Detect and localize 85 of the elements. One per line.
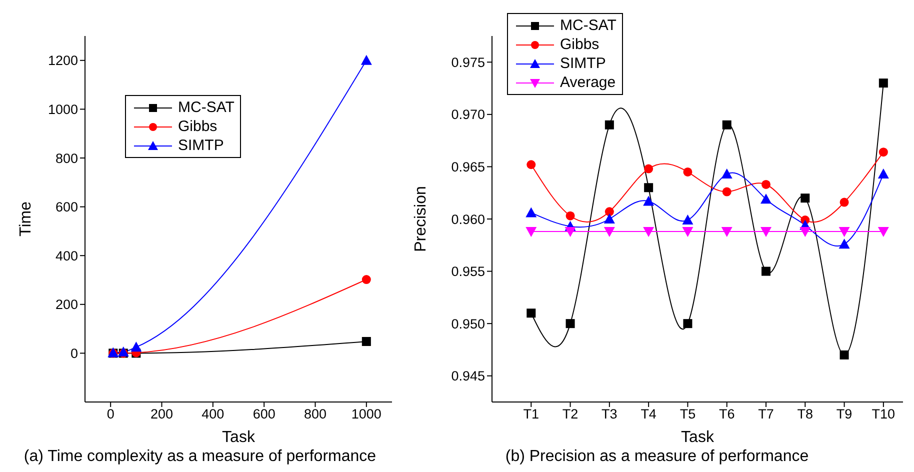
- x-tick-label: 400: [202, 406, 224, 422]
- point: [878, 148, 888, 157]
- point: [840, 198, 849, 207]
- point: [604, 207, 614, 216]
- point: [644, 183, 654, 192]
- point: [683, 319, 692, 328]
- point: [564, 227, 576, 238]
- x-tick-label: 600: [252, 406, 276, 422]
- x-axis-title: Task: [681, 429, 715, 446]
- point: [878, 227, 889, 238]
- point: [362, 275, 371, 284]
- y-tick-label: 0.960: [451, 212, 485, 227]
- legend-label: MC-SAT: [178, 99, 234, 116]
- y-tick-label: 1200: [48, 53, 78, 68]
- point: [838, 238, 850, 249]
- y-tick-label: 0.970: [451, 107, 485, 122]
- y-tick-label: 0.965: [451, 160, 485, 175]
- y-tick-label: 800: [55, 150, 78, 166]
- point: [682, 227, 694, 238]
- x-axis-title: Task: [222, 429, 256, 446]
- x-tick-label: 200: [150, 406, 174, 422]
- point: [643, 227, 654, 238]
- point: [604, 120, 614, 130]
- point: [840, 350, 849, 360]
- y-tick-label: 600: [55, 200, 78, 215]
- point: [130, 342, 142, 352]
- y-tick-label: 0: [70, 346, 78, 361]
- point: [800, 194, 810, 203]
- x-tick-label: T8: [797, 406, 814, 422]
- x-tick-label: T10: [872, 406, 896, 422]
- x-tick-label: T2: [562, 406, 578, 422]
- y-tick-label: 0.950: [451, 316, 485, 332]
- point: [878, 168, 889, 179]
- x-tick-label: 800: [304, 406, 327, 422]
- legend-label: SIMTP: [560, 55, 606, 72]
- point: [566, 211, 575, 220]
- point: [643, 196, 654, 206]
- point: [644, 164, 654, 174]
- point: [604, 214, 615, 224]
- point: [360, 54, 372, 65]
- y-tick-label: 0.945: [451, 368, 485, 384]
- text: (b) Precision as a measure of performance: [504, 448, 810, 466]
- point: [838, 227, 850, 238]
- point: [118, 346, 129, 356]
- y-tick-label: 0.975: [451, 54, 485, 70]
- point: [760, 194, 772, 204]
- x-tick-label: T6: [718, 406, 735, 422]
- y-axis-title: Time: [18, 201, 35, 236]
- y-tick-label: 200: [55, 297, 78, 312]
- legend-label: Average: [560, 74, 616, 91]
- legend-label: MC-SAT: [560, 17, 616, 34]
- point: [721, 227, 732, 238]
- legend-label: Gibbs: [560, 36, 600, 53]
- point: [526, 308, 536, 318]
- point: [682, 214, 694, 225]
- point: [526, 227, 537, 238]
- point: [566, 319, 575, 328]
- point: [722, 187, 732, 196]
- point: [526, 207, 537, 218]
- y-tick-label: 1000: [48, 102, 78, 117]
- point: [362, 336, 371, 346]
- y-tick-label: 400: [55, 248, 78, 264]
- x-tick-label: 0: [106, 406, 114, 422]
- y-tick-label: 0.955: [451, 264, 485, 280]
- point: [604, 227, 615, 238]
- point: [526, 160, 536, 170]
- point: [760, 227, 772, 238]
- x-tick-label: T1: [523, 406, 540, 422]
- point: [722, 120, 732, 130]
- legend-label: SIMTP: [178, 137, 224, 154]
- point: [800, 227, 811, 238]
- x-tick-label: T4: [640, 406, 657, 422]
- point: [721, 168, 732, 179]
- point: [762, 180, 770, 189]
- point: [762, 266, 770, 276]
- x-tick-label: T5: [680, 406, 696, 422]
- y-axis-title: Precision: [412, 186, 430, 252]
- legend-label: Gibbs: [178, 118, 218, 135]
- point: [683, 167, 692, 176]
- x-tick-label: T9: [836, 406, 852, 422]
- text: (a) Time complexity as a measure of performance: [22, 448, 378, 466]
- point: [878, 78, 888, 88]
- x-tick-label: T7: [758, 406, 774, 422]
- x-tick-label: T3: [602, 406, 618, 422]
- x-tick-label: 1000: [351, 406, 382, 422]
